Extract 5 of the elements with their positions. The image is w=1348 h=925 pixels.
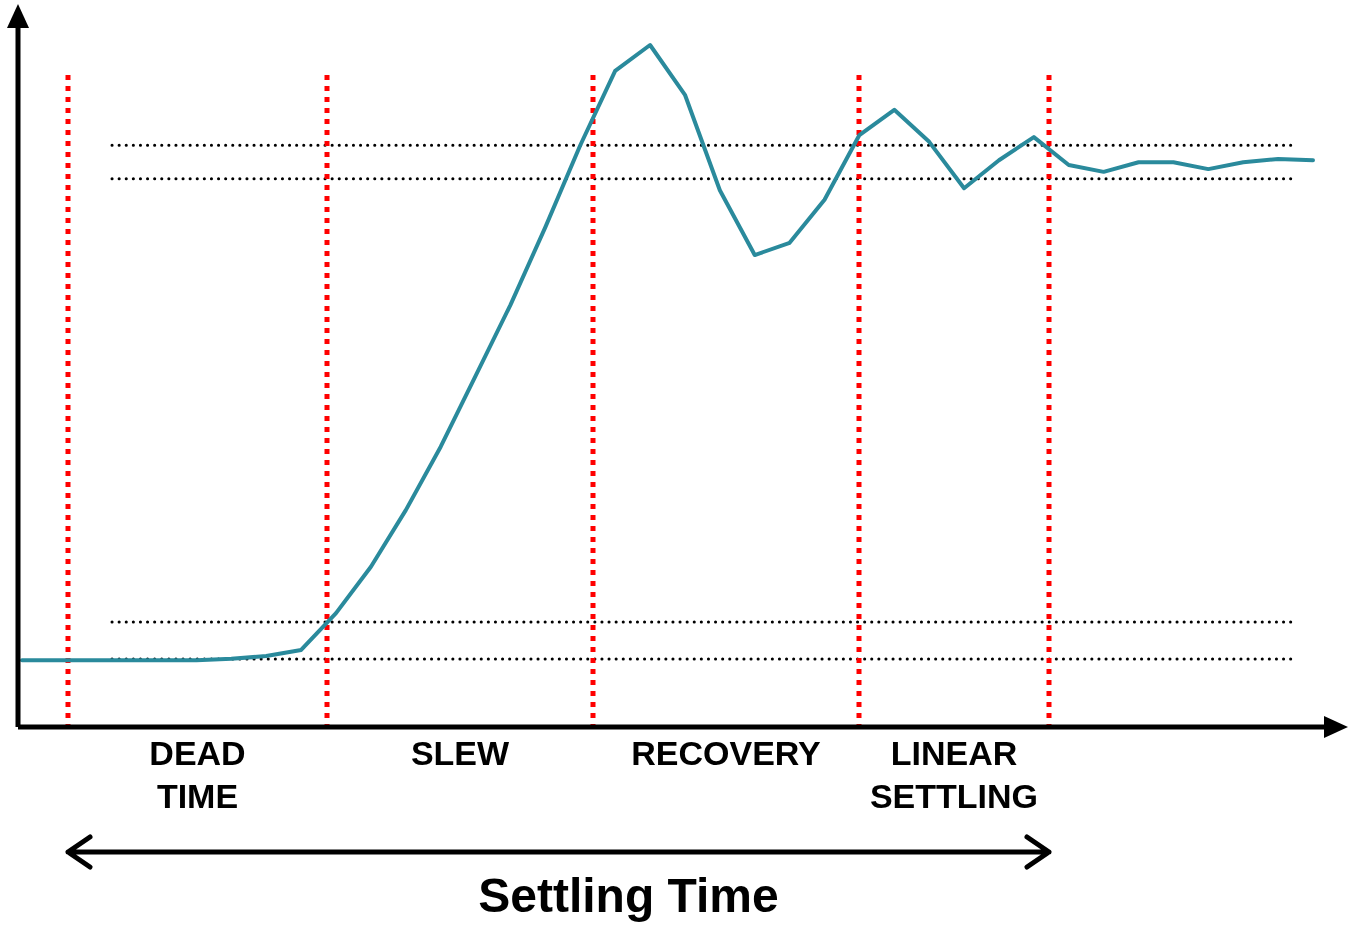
text: RECOVERY <box>631 734 822 772</box>
text: DEAD TIME <box>149 734 246 815</box>
text: LINEAR SETTLING <box>869 734 1039 815</box>
text: Settling Time <box>478 869 779 922</box>
text: SLEW <box>410 734 511 772</box>
